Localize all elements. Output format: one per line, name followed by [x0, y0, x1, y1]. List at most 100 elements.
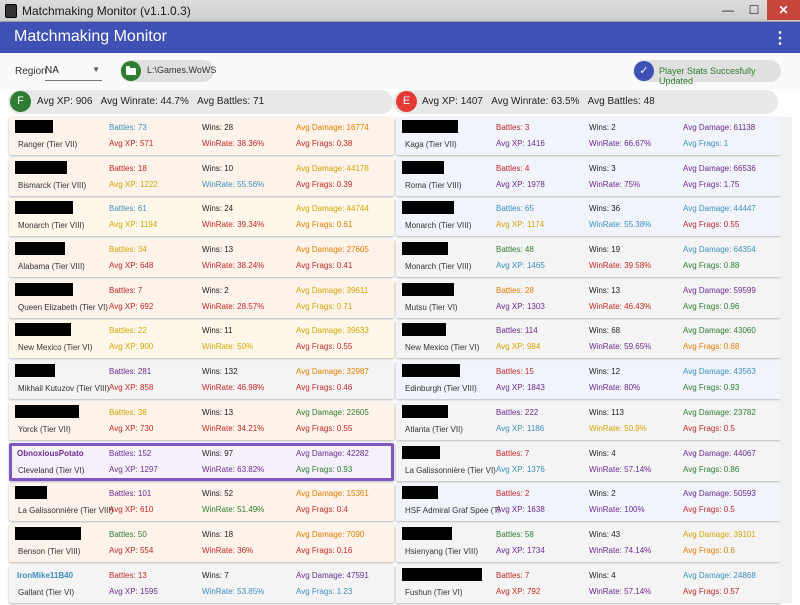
minimize-button[interactable]: —	[722, 3, 734, 17]
player-card[interactable]: Yorck (Tier VII) Battles: 38 Wins: 13 Avg D…	[9, 401, 394, 440]
player-card[interactable]: Monarch (Tier VIII) Battles: 48 Wins: 19 Av…	[396, 239, 781, 278]
avg-xp-stat: Avg XP: 1376	[496, 464, 545, 474]
game-path-chip[interactable]: L:\Games.WoWS	[120, 60, 216, 82]
redacted-player-name	[402, 120, 458, 133]
player-card[interactable]: Alabama (Tier VIII) Battles: 34 Wins: 13 Av…	[9, 239, 394, 278]
player-card[interactable]: Mikhail Kutuzov (Tier VIII) Battles: 281 W…	[9, 361, 394, 400]
player-card[interactable]: Bismarck (Tier VIII) Battles: 18 Wins: 10 A…	[9, 157, 394, 196]
avg-damage-stat: Avg Damage: 44178	[296, 163, 369, 173]
battles-stat: Battles: 7	[496, 448, 530, 458]
battles-stat: Battles: 58	[496, 529, 534, 539]
player-card[interactable]: Kaga (Tier VII) Battles: 3 Wins: 2 Avg Dama…	[396, 117, 781, 155]
status-text: Player Stats Succesfully Updated	[659, 66, 756, 86]
player-card[interactable]: ObnoxiousPotato Cleveland (Tier VI) Battle…	[9, 442, 394, 481]
player-card[interactable]: New Mexico (Tier VI) Battles: 22 Wins: 11 A…	[9, 320, 394, 359]
ship-name: Edinburgh (Tier VIII)	[405, 384, 477, 394]
region-select[interactable]: NA ▼	[45, 63, 102, 81]
avg-damage-stat: Avg Damage: 44067	[683, 448, 756, 458]
player-card[interactable]: Monarch (Tier VIII) Battles: 61 Wins: 24 Av…	[9, 198, 394, 237]
avg-xp-stat: Avg XP: 648	[109, 261, 154, 271]
wins-stat: Wins: 13	[202, 245, 234, 255]
player-card[interactable]: La Galissonnière (Tier VI) Battles: 7 Wins…	[396, 442, 781, 481]
redacted-player-name	[15, 282, 73, 296]
avg-frags-stat: Avg Frags: 0.16	[296, 545, 353, 555]
more-vert-icon[interactable]: ⋮	[772, 30, 788, 47]
scrollbar[interactable]	[780, 117, 792, 603]
player-card[interactable]: Edinburgh (Tier VIII) Battles: 15 Wins: 12…	[396, 361, 781, 400]
friendly-avg-winrate: Avg Winrate: 44.7%	[100, 96, 189, 107]
wins-stat: Wins: 13	[202, 407, 234, 417]
wins-stat: Wins: 24	[202, 204, 234, 214]
winrate-stat: WinRate: 80%	[589, 383, 641, 393]
player-card[interactable]: La Galissonnière (Tier VIII) Battles: 101…	[9, 483, 394, 522]
wins-stat: Wins: 43	[589, 529, 621, 539]
wins-stat: Wins: 7	[202, 570, 229, 580]
winrate-stat: WinRate: 46.98%	[202, 383, 265, 393]
winrate-stat: WinRate: 57.14%	[589, 586, 652, 596]
battles-stat: Battles: 50	[109, 529, 147, 539]
battles-stat: Battles: 65	[496, 204, 534, 214]
avg-xp-stat: Avg XP: 730	[109, 423, 154, 433]
winrate-stat: WinRate: 51.49%	[202, 505, 265, 515]
redacted-player-name	[402, 445, 440, 459]
wins-stat: Wins: 97	[202, 448, 234, 458]
ship-name: Monarch (Tier VIII)	[405, 221, 472, 231]
redacted-player-name	[402, 160, 444, 174]
battles-stat: Battles: 222	[496, 407, 539, 417]
avg-xp-stat: Avg XP: 1978	[496, 179, 545, 189]
winrate-stat: WinRate: 28.57%	[202, 301, 265, 311]
player-card[interactable]: Fushun (Tier VI) Battles: 7 Wins: 4 Avg Dam…	[396, 564, 781, 603]
ship-name: Alabama (Tier VIII)	[18, 262, 85, 272]
avg-frags-stat: Avg Frags: 0.39	[296, 179, 353, 189]
ship-name: Monarch (Tier VIII)	[18, 221, 85, 231]
avg-xp-stat: Avg XP: 1303	[496, 301, 545, 311]
battles-stat: Battles: 28	[496, 285, 534, 295]
ship-name: Roma (Tier VIII)	[405, 180, 462, 190]
ship-name: Mikhail Kutuzov (Tier VIII)	[18, 384, 110, 394]
avg-xp-stat: Avg XP: 571	[109, 139, 154, 148]
close-button[interactable]: ✕	[767, 0, 800, 20]
friendly-avg-xp: Avg XP: 906	[37, 96, 93, 107]
player-card[interactable]: HSF Admiral Graf Spee (Ti Battles: 2 Wins:…	[396, 483, 781, 522]
wins-stat: Wins: 2	[589, 489, 616, 499]
avg-damage-stat: Avg Damage: 27605	[296, 245, 369, 255]
player-card[interactable]: Mutsu (Tier VI) Battles: 28 Wins: 13 Avg Da…	[396, 279, 781, 318]
avg-damage-stat: Avg Damage: 61138	[683, 123, 756, 132]
avg-xp-stat: Avg XP: 858	[109, 383, 154, 393]
region-label: Region	[15, 66, 47, 77]
avg-damage-stat: Avg Damage: 39611	[296, 285, 369, 295]
dropdown-caret-icon: ▼	[92, 65, 100, 74]
wins-stat: Wins: 11	[202, 326, 233, 336]
battles-stat: Battles: 4	[496, 163, 530, 173]
avg-damage-stat: Avg Damage: 39633	[296, 326, 369, 336]
player-card[interactable]: New Mexico (Tier VI) Battles: 114 Wins: 68…	[396, 320, 781, 359]
player-card[interactable]: Monarch (Tier VIII) Battles: 65 Wins: 36 Av…	[396, 198, 781, 237]
avg-frags-stat: Avg Frags: 0.38	[296, 139, 353, 148]
avg-xp-stat: Avg XP: 1297	[109, 464, 158, 474]
app-title: Matchmaking Monitor	[14, 28, 167, 45]
wins-stat: Wins: 19	[589, 245, 621, 255]
avg-xp-stat: Avg XP: 610	[109, 505, 154, 515]
winrate-stat: WinRate: 75%	[589, 179, 641, 189]
avg-damage-stat: Avg Damage: 15361	[296, 489, 369, 499]
player-card[interactable]: IronMike11B40 Gallant (Tier VI) Battles: 1…	[9, 564, 394, 603]
avg-xp-stat: Avg XP: 1416	[496, 139, 545, 148]
ship-name: New Mexico (Tier VI)	[18, 343, 93, 353]
ship-name: Gallant (Tier VI)	[18, 587, 75, 597]
player-card[interactable]: Atlanta (Tier VII) Battles: 222 Wins: 113 A…	[396, 401, 781, 440]
window-titlebar: Matchmaking Monitor (v1.1.0.3) — ☐ ✕	[0, 0, 800, 22]
redacted-player-name	[402, 242, 448, 256]
winrate-stat: WinRate: 36%	[202, 545, 254, 555]
avg-damage-stat: Avg Damage: 16774	[296, 123, 369, 132]
player-card[interactable]: Roma (Tier VIII) Battles: 4 Wins: 3 Avg Dam…	[396, 157, 781, 196]
enemy-team-badge: E	[396, 91, 417, 112]
winrate-stat: WinRate: 55.56%	[202, 179, 265, 189]
redacted-player-name	[15, 323, 71, 337]
player-card[interactable]: Queen Elizabeth (Tier VI) Battles: 7 Wins:…	[9, 279, 394, 318]
player-card[interactable]: Benson (Tier VIII) Battles: 50 Wins: 18 Avg…	[9, 523, 394, 562]
redacted-player-name	[15, 526, 81, 540]
player-card[interactable]: Hsienyang (Tier VIII) Battles: 58 Wins: 43…	[396, 523, 781, 562]
maximize-button[interactable]: ☐	[748, 3, 760, 17]
battles-stat: Battles: 15	[496, 367, 534, 377]
player-card[interactable]: Ranger (Tier VII) Battles: 73 Wins: 28 Avg …	[9, 117, 394, 155]
